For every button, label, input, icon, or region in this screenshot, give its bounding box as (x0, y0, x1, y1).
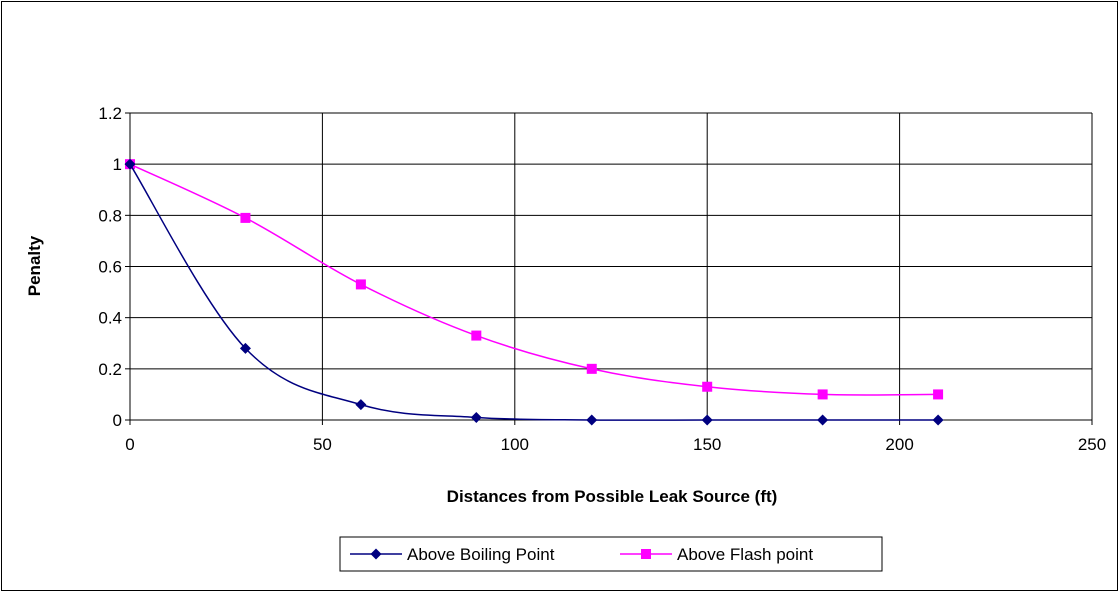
data-point (932, 414, 944, 426)
data-point (355, 279, 366, 290)
x-tick-label: 100 (501, 435, 529, 454)
data-point (240, 212, 251, 223)
series-line-above-boiling-point (129, 163, 939, 421)
legend-label: Above Flash point (677, 545, 813, 564)
legend-box (339, 536, 883, 572)
y-tick-label: 0.6 (98, 258, 122, 277)
gridlines (125, 112, 1093, 425)
x-tick-label: 50 (313, 435, 332, 454)
y-tick-label: 1.2 (98, 104, 122, 123)
data-point (471, 330, 482, 341)
data-point (124, 158, 136, 170)
data-point (817, 389, 828, 400)
data-point (817, 414, 829, 426)
x-tick-label: 200 (885, 435, 913, 454)
x-tick-label: 150 (693, 435, 721, 454)
data-point (702, 381, 713, 392)
legend-label: Above Boiling Point (407, 545, 555, 564)
legend-marker (370, 548, 382, 560)
x-tick-label: 0 (125, 435, 134, 454)
y-tick-label: 0 (113, 411, 122, 430)
y-tick-label: 0.8 (98, 206, 122, 225)
data-point (701, 414, 713, 426)
data-point (355, 399, 367, 411)
y-tick-label: 0.4 (98, 309, 122, 328)
y-tick-label: 1 (113, 155, 122, 174)
legend: Above Boiling Point Above Flash point (339, 536, 883, 572)
legend-marker (641, 549, 651, 559)
tick-labels: 0 0.2 0.4 0.6 0.8 1 1.2 0 50 100 150 200 250 (98, 104, 1106, 454)
data-point (586, 414, 598, 426)
x-tick-label: 250 (1078, 435, 1106, 454)
series-group (124, 158, 944, 426)
series-line-above-flash-point (129, 163, 939, 396)
data-point (470, 411, 482, 423)
data-point (933, 389, 944, 400)
y-tick-label: 0.2 (98, 360, 122, 379)
data-point (586, 363, 597, 374)
y-axis-label: Penalty (25, 235, 44, 296)
data-point (239, 342, 251, 354)
x-axis-label: Distances from Possible Leak Source (ft) (447, 487, 778, 506)
